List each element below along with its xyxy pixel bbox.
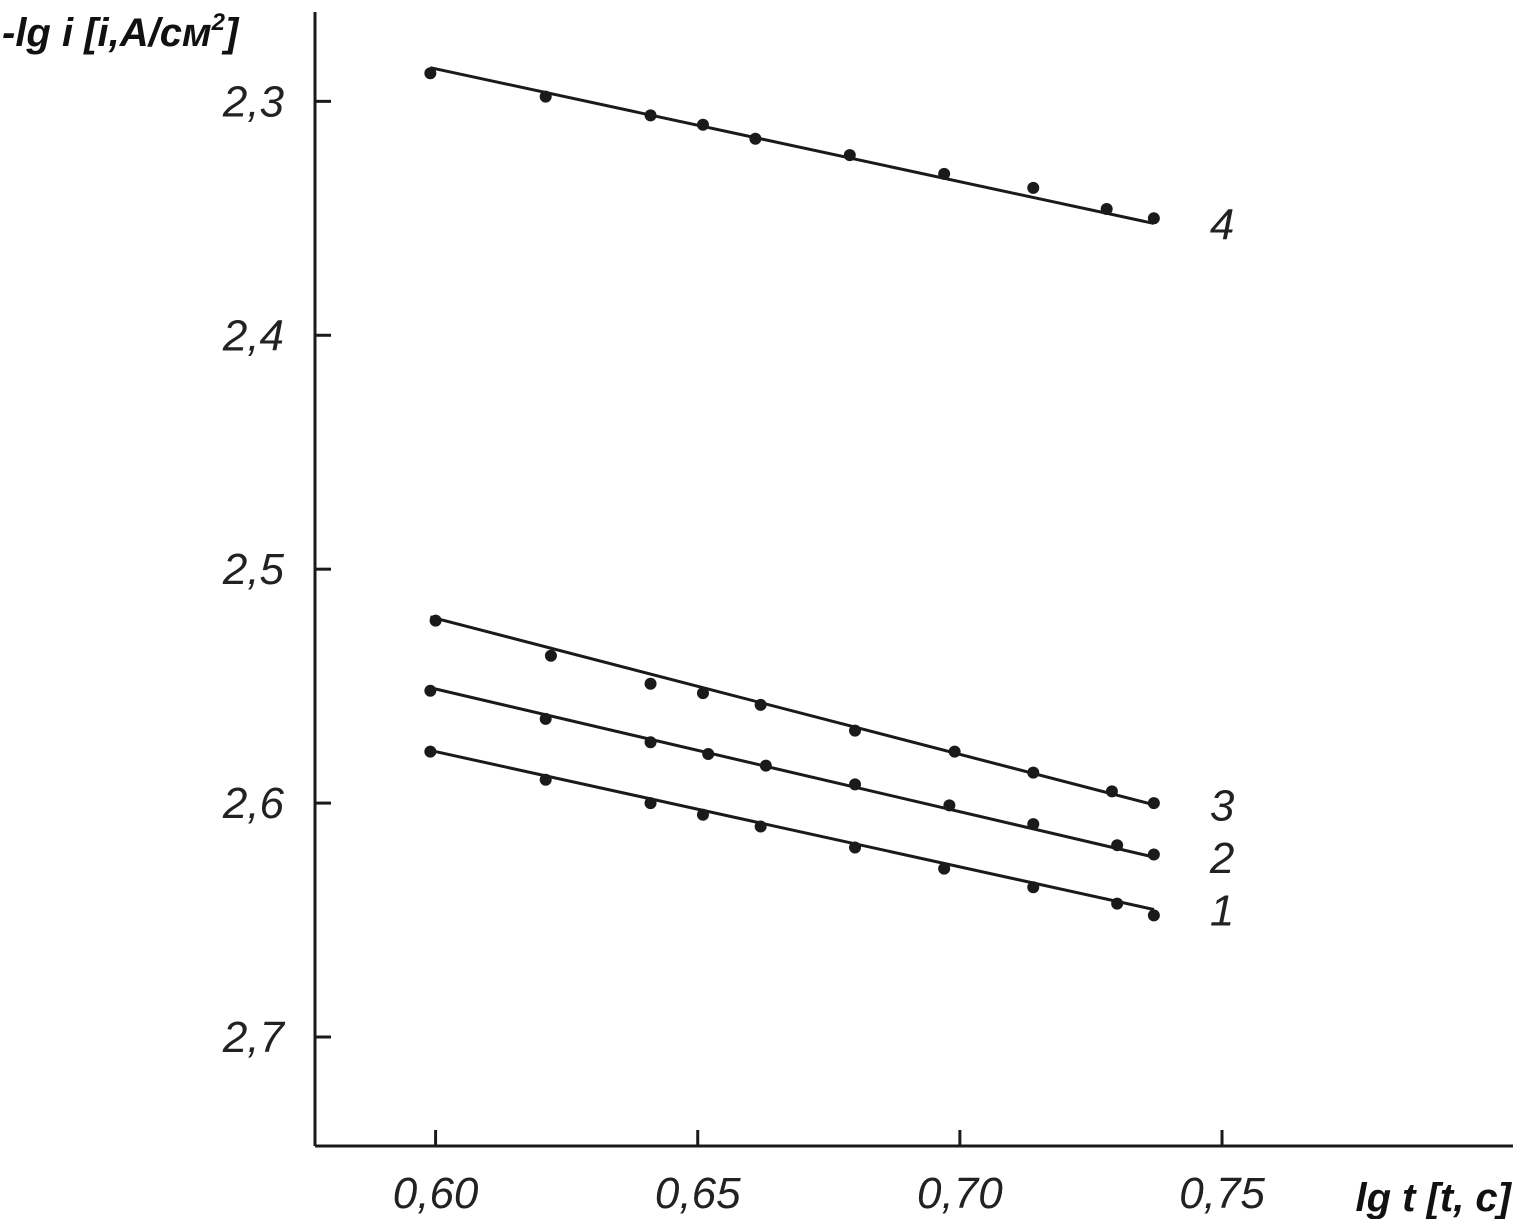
data-point	[1147, 909, 1160, 922]
data-point	[759, 759, 772, 772]
data-point	[1147, 848, 1160, 861]
data-point	[1027, 881, 1040, 894]
data-point	[948, 745, 961, 758]
data-point	[702, 747, 715, 760]
data-point	[424, 684, 437, 697]
data-point	[424, 67, 437, 80]
series-4: 4	[424, 66, 1234, 249]
fit-line-4	[430, 66, 1155, 225]
data-point	[1027, 181, 1040, 194]
fit-line-3	[429, 615, 1155, 807]
data-point	[429, 614, 442, 627]
data-point	[696, 808, 709, 821]
data-point	[754, 820, 767, 833]
data-point	[1100, 202, 1113, 215]
axes: 0,60 0,65 0,70 0,75 2,3 2,4 2,5 2,6 2,7	[222, 12, 1513, 1218]
data-point	[849, 778, 862, 791]
y-tick-label: 2,5	[222, 545, 285, 594]
x-tick-label: 0,70	[917, 1169, 1003, 1218]
data-point	[849, 841, 862, 854]
data-point	[539, 712, 552, 725]
data-point	[544, 649, 557, 662]
data-point	[1027, 766, 1040, 779]
x-tick-label: 0,60	[393, 1169, 479, 1218]
data-point	[749, 132, 762, 145]
y-axis-title-main: -lg i [i,A/см	[2, 11, 212, 55]
fit-line-1	[430, 748, 1155, 911]
data-point	[1027, 818, 1040, 831]
data-point	[424, 745, 437, 758]
data-point	[754, 698, 767, 711]
data-point	[644, 109, 657, 122]
y-axis-title-sup: 2	[211, 9, 226, 36]
x-tick-label: 0,75	[1179, 1169, 1265, 1218]
data-point	[849, 724, 862, 737]
data-point	[1111, 839, 1124, 852]
data-point	[539, 773, 552, 786]
x-tick-label: 0,65	[655, 1169, 741, 1218]
y-tick-label: 2,3	[222, 77, 285, 126]
series-label-3: 3	[1210, 782, 1235, 831]
data-point	[696, 687, 709, 700]
data-point	[938, 862, 951, 875]
data-point	[843, 149, 856, 162]
data-point	[1105, 785, 1118, 798]
y-tick-label: 2,7	[222, 1013, 286, 1062]
series-group: 123 4	[424, 66, 1235, 936]
y-axis-title-tail: ]	[221, 11, 240, 55]
data-point	[943, 799, 956, 812]
series-3: 3	[429, 614, 1235, 831]
series-1: 1	[424, 745, 1234, 936]
series-label-1: 1	[1210, 887, 1234, 936]
data-point	[644, 677, 657, 690]
data-point	[644, 736, 657, 749]
y-axis-title: -lg i [i,A/см2]	[2, 9, 240, 55]
data-point	[644, 797, 657, 810]
data-point	[539, 90, 552, 103]
series-label-4: 4	[1210, 200, 1234, 249]
y-tick-label: 2,4	[222, 311, 284, 360]
series-2: 2	[424, 684, 1234, 883]
data-point	[696, 118, 709, 131]
data-point	[1147, 212, 1160, 225]
data-point	[1111, 897, 1124, 910]
y-tick-label: 2,6	[222, 779, 285, 828]
fit-line-2	[430, 686, 1155, 859]
x-axis-title: lg t [t, c]	[1355, 1176, 1512, 1219]
data-point	[938, 167, 951, 180]
data-point	[1147, 797, 1160, 810]
series-label-2: 2	[1209, 834, 1234, 883]
